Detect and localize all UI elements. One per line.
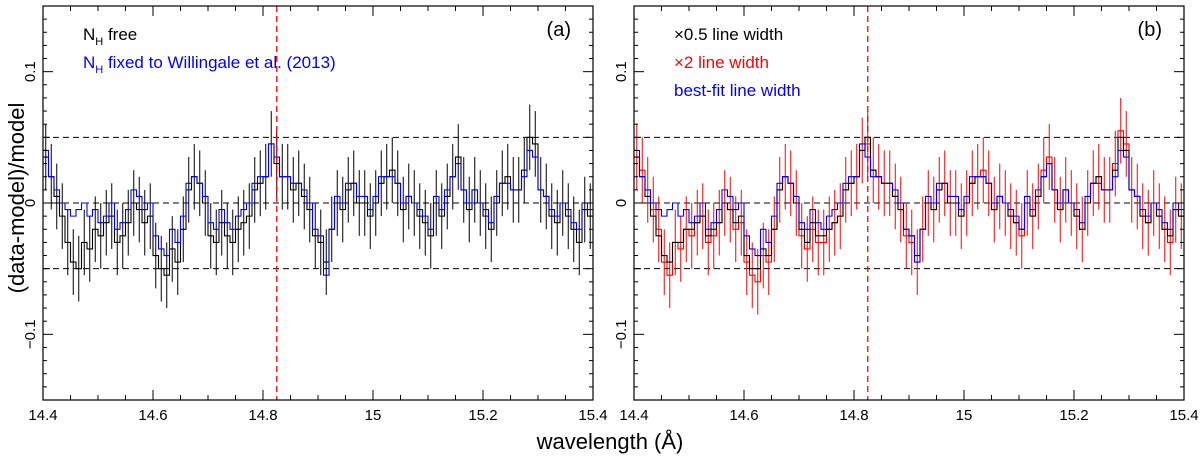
x-tick-label: 14.4 xyxy=(28,407,57,424)
series-step-line xyxy=(43,136,593,276)
plot-area xyxy=(634,97,1184,315)
panel-a: 14.4 14.6 14.8 15 15.2 15.4 −0.1 0 0.1 (a) NH free… xyxy=(22,5,608,424)
panel-label: (b) xyxy=(1138,19,1162,41)
x-tick-label: 15.2 xyxy=(468,407,497,424)
series-0 xyxy=(634,97,1184,315)
y-axis-title: (data-model)/model xyxy=(4,103,29,294)
panel-b: 14.4 14.6 14.8 15 15.2 15.4 −0.1 0 0.1 (b) ×0.5 li… xyxy=(613,5,1199,424)
legend-entry-0: NH free xyxy=(83,25,137,48)
x-tick-label: 14.6 xyxy=(138,407,167,424)
plot-area xyxy=(43,104,593,309)
series-step-line xyxy=(634,143,1184,263)
series-step-line xyxy=(634,130,1184,283)
series-1 xyxy=(43,143,593,276)
x-tick-label: 14.8 xyxy=(248,407,277,424)
x-tick-label: 15.2 xyxy=(1059,407,1088,424)
y-tick-label: −0.1 xyxy=(22,320,39,350)
panel-label: (a) xyxy=(547,19,571,41)
x-tick-label: 14.4 xyxy=(619,407,648,424)
series-2 xyxy=(634,143,1184,263)
legend-entry-1: ×2 line width xyxy=(674,53,769,72)
y-tick-label: 0 xyxy=(22,199,39,207)
x-tick-label: 15.4 xyxy=(578,407,607,424)
x-tick-label: 15 xyxy=(956,407,973,424)
x-axis-title: wavelength (Å) xyxy=(536,429,684,454)
x-tick-label: 14.6 xyxy=(729,407,758,424)
legend-entry-0: ×0.5 line width xyxy=(674,25,783,44)
y-tick-label: 0.1 xyxy=(22,61,39,82)
y-tick-label: 0.1 xyxy=(613,61,630,82)
series-step-line xyxy=(43,143,593,276)
x-tick-label: 14.8 xyxy=(839,407,868,424)
legend-entry-1: NH fixed to Willingale et al. (2013) xyxy=(83,53,336,76)
x-tick-label: 15 xyxy=(365,407,382,424)
y-tick-label: 0 xyxy=(613,199,630,207)
series-0 xyxy=(43,104,593,309)
x-tick-label: 15.4 xyxy=(1169,407,1198,424)
legend-entry-2: best-fit line width xyxy=(674,81,801,100)
y-tick-label: −0.1 xyxy=(613,320,630,350)
